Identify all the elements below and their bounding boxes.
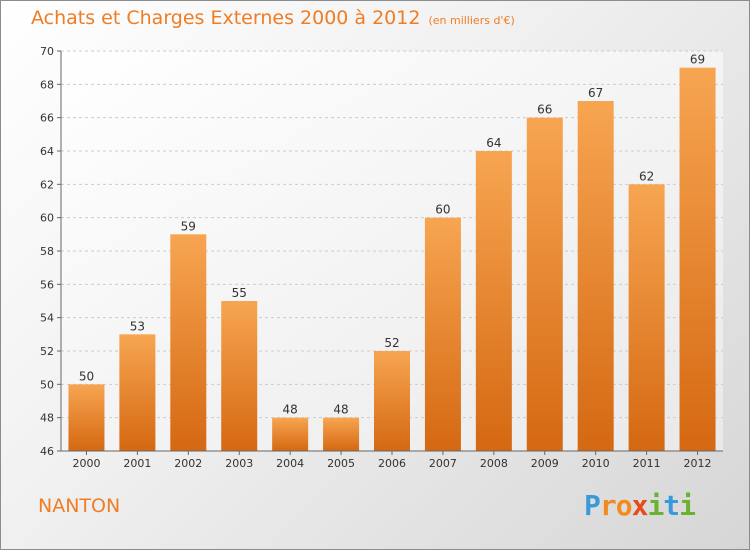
x-tick-label: 2002 [174,457,202,470]
logo-letter: r [599,489,617,522]
logo-letter: i [679,489,696,522]
chart-unit: (en milliers d'€) [428,14,515,27]
bar [374,351,410,451]
x-tick-label: 2003 [225,457,253,470]
x-tick-label: 2008 [480,457,508,470]
x-tick-label: 2004 [276,457,304,470]
data-label: 67 [588,86,603,100]
data-label: 64 [486,136,501,150]
y-tick-label: 50 [40,378,54,391]
bar [221,301,258,451]
y-tick-label: 66 [40,112,54,125]
data-label: 55 [232,286,247,300]
bar [526,117,563,452]
y-tick-label: 62 [40,178,54,191]
bar [272,417,309,451]
x-tick-label: 2011 [633,457,661,470]
bar [475,151,512,451]
logo-letter: x [631,489,649,522]
y-tick-label: 58 [40,245,54,258]
data-label: 59 [181,219,196,233]
y-tick-label: 70 [40,45,54,58]
chart-title-text: Achats et Charges Externes 2000 à 2012 [31,7,421,29]
bar [577,101,614,451]
y-tick-label: 52 [40,345,54,358]
logo-letter: P [584,489,601,522]
x-tick-label: 2007 [429,457,457,470]
x-tick-label: 2005 [327,457,355,470]
bar [68,384,105,451]
data-label: 52 [384,336,399,350]
x-tick-label: 2009 [531,457,559,470]
data-label: 62 [639,169,654,183]
x-tick-label: 2001 [123,457,151,470]
bar [119,334,156,451]
x-tick-label: 2006 [378,457,406,470]
bar [628,184,665,452]
data-label: 66 [537,103,552,117]
bar [170,234,207,451]
data-label: 48 [283,403,298,417]
data-label: 48 [333,403,348,417]
data-label: 50 [79,369,94,383]
y-tick-label: 68 [40,78,54,91]
data-label: 69 [690,53,705,67]
bar [679,67,716,452]
y-tick-label: 54 [40,312,54,325]
y-tick-label: 56 [40,278,54,291]
data-label: 60 [435,203,450,217]
logo-letter: t [663,489,680,522]
logo-letter: o [615,489,633,522]
y-tick-label: 48 [40,412,54,425]
bar [323,417,360,451]
x-tick-label: 2012 [684,457,712,470]
town-name: NANTON [38,495,121,517]
proxiti-logo[interactable]: Proxiti [584,489,696,522]
x-tick-label: 2010 [582,457,610,470]
y-tick-label: 60 [40,212,54,225]
chart-title: Achats et Charges Externes 2000 à 2012 (e… [31,7,515,29]
data-label: 53 [130,319,145,333]
y-tick-label: 46 [40,445,54,458]
bar [424,217,461,451]
logo-letter: i [647,489,664,522]
x-tick-label: 2000 [72,457,100,470]
y-tick-label: 64 [40,145,54,158]
